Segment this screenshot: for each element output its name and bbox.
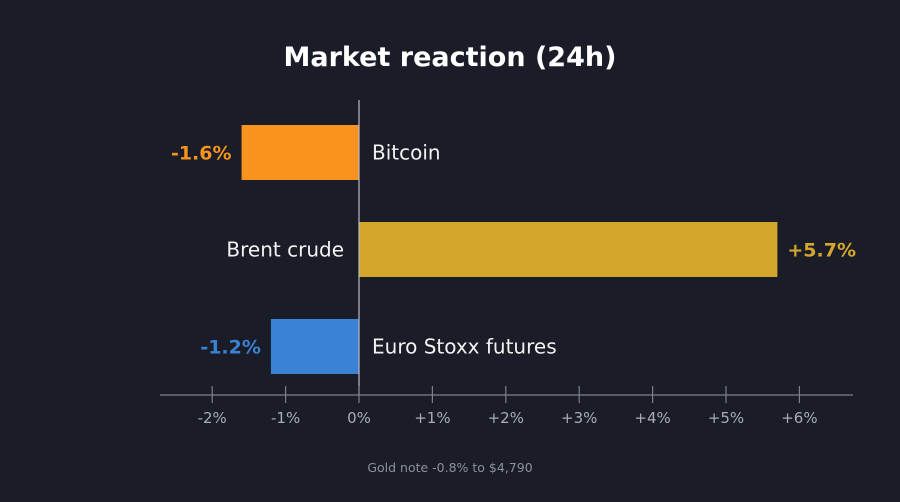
chart-title: Market reaction (24h) <box>284 42 617 73</box>
x-tick-label: -1% <box>271 409 300 427</box>
x-tick-label: 0% <box>347 409 371 427</box>
bar-euro-stoxx-futures <box>270 319 359 374</box>
value-label: +5.7% <box>787 240 856 262</box>
x-tick-label: +1% <box>414 409 450 427</box>
bar-bitcoin <box>241 125 359 180</box>
x-tick-label: +6% <box>781 409 817 427</box>
category-label: Brent crude <box>226 238 344 262</box>
category-label: Bitcoin <box>372 141 441 165</box>
value-label: -1.2% <box>200 337 261 359</box>
category-label: Euro Stoxx futures <box>372 335 557 359</box>
bar-brent-crude <box>359 222 778 277</box>
value-label: -1.6% <box>171 143 232 165</box>
x-tick-label: +2% <box>488 409 524 427</box>
x-tick-label: -2% <box>198 409 227 427</box>
x-tick-label: +5% <box>708 409 744 427</box>
x-tick-label: +4% <box>634 409 670 427</box>
x-tick-label: +3% <box>561 409 597 427</box>
footnote: Gold note -0.8% to $4,790 <box>367 460 532 475</box>
